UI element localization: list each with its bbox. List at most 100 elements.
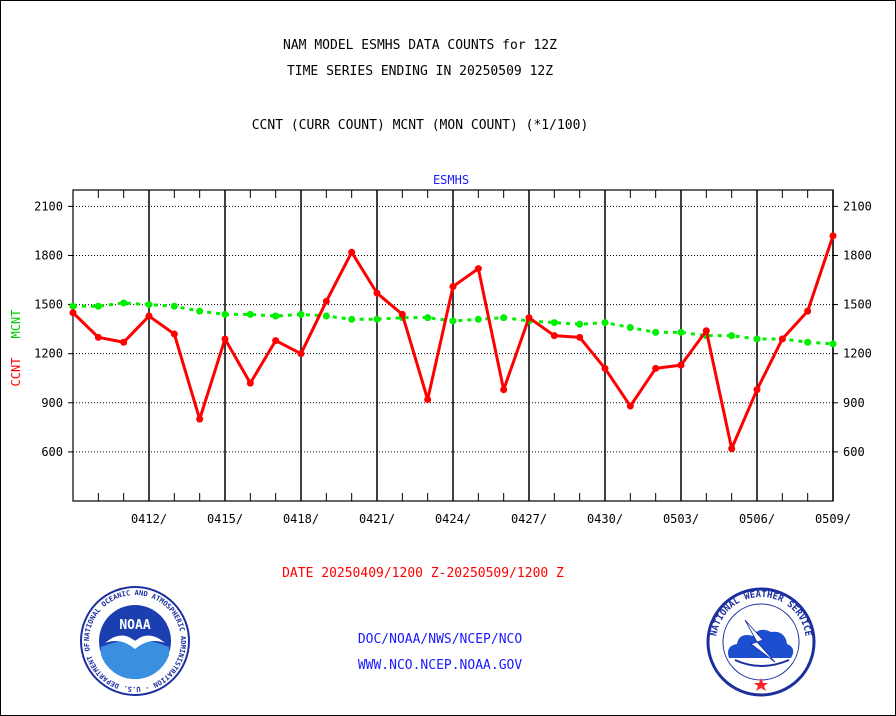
data-point-ccnt	[69, 309, 77, 317]
data-point-ccnt	[398, 310, 406, 318]
x-tick-label: 0421/	[359, 512, 395, 526]
data-point-ccnt	[424, 396, 432, 404]
data-point-ccnt	[272, 337, 280, 345]
y-tick-label-left: 1800	[34, 248, 63, 262]
data-point-mcnt	[170, 302, 178, 310]
data-point-mcnt	[804, 338, 812, 346]
x-tick-label: 0430/	[587, 512, 623, 526]
series-ccnt	[69, 232, 837, 453]
footer-org-path: DOC/NOAA/NWS/NCEP/NCO	[357, 632, 523, 647]
data-point-ccnt	[145, 312, 153, 320]
data-point-mcnt	[373, 315, 381, 323]
y-tick-label-right: 600	[843, 445, 865, 459]
data-point-mcnt	[728, 332, 736, 340]
y-tick-label-right: 900	[843, 396, 865, 410]
data-point-mcnt	[145, 301, 153, 309]
data-point-ccnt	[94, 333, 102, 341]
data-point-ccnt	[601, 364, 609, 372]
chart-title-line-1: NAM MODEL ESMHS DATA COUNTS for 12Z	[283, 38, 557, 53]
y-tick-label-left: 600	[41, 445, 63, 459]
y-tick-label-right: 1800	[843, 248, 872, 262]
data-point-ccnt	[348, 248, 356, 256]
y-axis-label-ccnt: CCNT	[9, 358, 23, 387]
data-point-mcnt	[677, 328, 685, 336]
data-point-ccnt	[297, 350, 305, 358]
data-point-mcnt	[348, 315, 356, 323]
x-tick-label: 0506/	[739, 512, 775, 526]
x-tick-label: 0424/	[435, 512, 471, 526]
y-tick-label-right: 1500	[843, 298, 872, 312]
data-point-mcnt	[94, 302, 102, 310]
data-point-ccnt	[652, 364, 660, 372]
data-point-mcnt	[246, 310, 254, 318]
y-tick-label-left: 2100	[34, 199, 63, 213]
date-range-label: DATE 20250409/1200 Z-20250509/1200 Z	[282, 566, 564, 581]
data-point-mcnt	[272, 312, 280, 320]
data-point-ccnt	[474, 265, 482, 273]
y-tick-label-left: 900	[41, 396, 63, 410]
data-point-ccnt	[576, 333, 584, 341]
x-tick-label: 0503/	[663, 512, 699, 526]
data-point-ccnt	[804, 307, 812, 315]
data-point-ccnt	[322, 297, 330, 305]
data-point-mcnt	[424, 314, 432, 322]
data-point-ccnt	[525, 314, 533, 322]
lightning-icon	[744, 619, 776, 663]
noaa-wordmark: NOAA	[119, 618, 150, 633]
x-tick-label: 0509/	[815, 512, 851, 526]
data-point-mcnt	[449, 317, 457, 325]
data-point-mcnt	[626, 323, 634, 331]
chart-subtitle: ESMHS	[433, 173, 469, 187]
y-tick-label-right: 1200	[843, 347, 872, 361]
data-point-ccnt	[778, 335, 786, 343]
data-point-mcnt	[322, 312, 330, 320]
data-point-mcnt	[196, 307, 204, 315]
chart-title-line-2: TIME SERIES ENDING IN 20250509 12Z	[286, 64, 554, 79]
x-tick-label: 0418/	[283, 512, 319, 526]
data-point-ccnt	[753, 386, 761, 394]
data-point-ccnt	[246, 379, 254, 387]
series-layer	[69, 232, 837, 453]
y-tick-label-left: 1200	[34, 347, 63, 361]
data-point-mcnt	[753, 335, 761, 343]
x-tick-label: 0412/	[131, 512, 167, 526]
nws-logo: NATIONAL WEATHER SERVICE	[706, 587, 816, 697]
x-tick-label: 0415/	[207, 512, 243, 526]
data-point-mcnt	[550, 319, 558, 327]
x-tick-label: 0427/	[511, 512, 547, 526]
data-point-mcnt	[829, 340, 837, 348]
data-point-ccnt	[170, 330, 178, 338]
data-point-mcnt	[120, 299, 128, 307]
star-icon	[754, 678, 768, 691]
grid-layer	[73, 190, 834, 501]
y-axis-label-mcnt: MCNT	[9, 310, 23, 339]
data-point-mcnt	[652, 328, 660, 336]
noaa-logo: NATIONAL OCEANIC AND ATMOSPHERIC ADMINIS…	[79, 585, 190, 696]
data-point-ccnt	[449, 283, 457, 291]
data-point-ccnt	[550, 332, 558, 340]
data-point-ccnt	[626, 402, 634, 410]
data-point-ccnt	[500, 386, 508, 394]
y-tick-label-right: 2100	[843, 199, 872, 213]
data-point-mcnt	[297, 310, 305, 318]
data-point-mcnt	[474, 315, 482, 323]
footer-website: WWW.NCO.NCEP.NOAA.GOV	[357, 658, 523, 673]
data-point-mcnt	[69, 302, 77, 310]
data-point-ccnt	[221, 335, 229, 343]
data-point-ccnt	[373, 289, 381, 297]
data-point-ccnt	[728, 445, 736, 453]
cloud-icon	[728, 629, 794, 658]
data-point-ccnt	[702, 327, 710, 335]
axis-layer: 600 600 900 900 1200 1200 1500 1500 1800 1800 2100…	[34, 190, 872, 526]
data-point-mcnt	[221, 310, 229, 318]
data-point-ccnt	[120, 338, 128, 346]
y-tick-label-left: 1500	[34, 298, 63, 312]
chart-title-line-3: CCNT (CURR COUNT) MCNT (MON COUNT) (*1/1…	[251, 118, 589, 133]
data-point-ccnt	[829, 232, 837, 240]
y-axis-label: CCNT MCNT	[9, 310, 23, 387]
data-point-mcnt	[601, 319, 609, 327]
seagull-icon	[105, 635, 165, 649]
data-point-mcnt	[500, 314, 508, 322]
data-point-ccnt	[677, 361, 685, 369]
